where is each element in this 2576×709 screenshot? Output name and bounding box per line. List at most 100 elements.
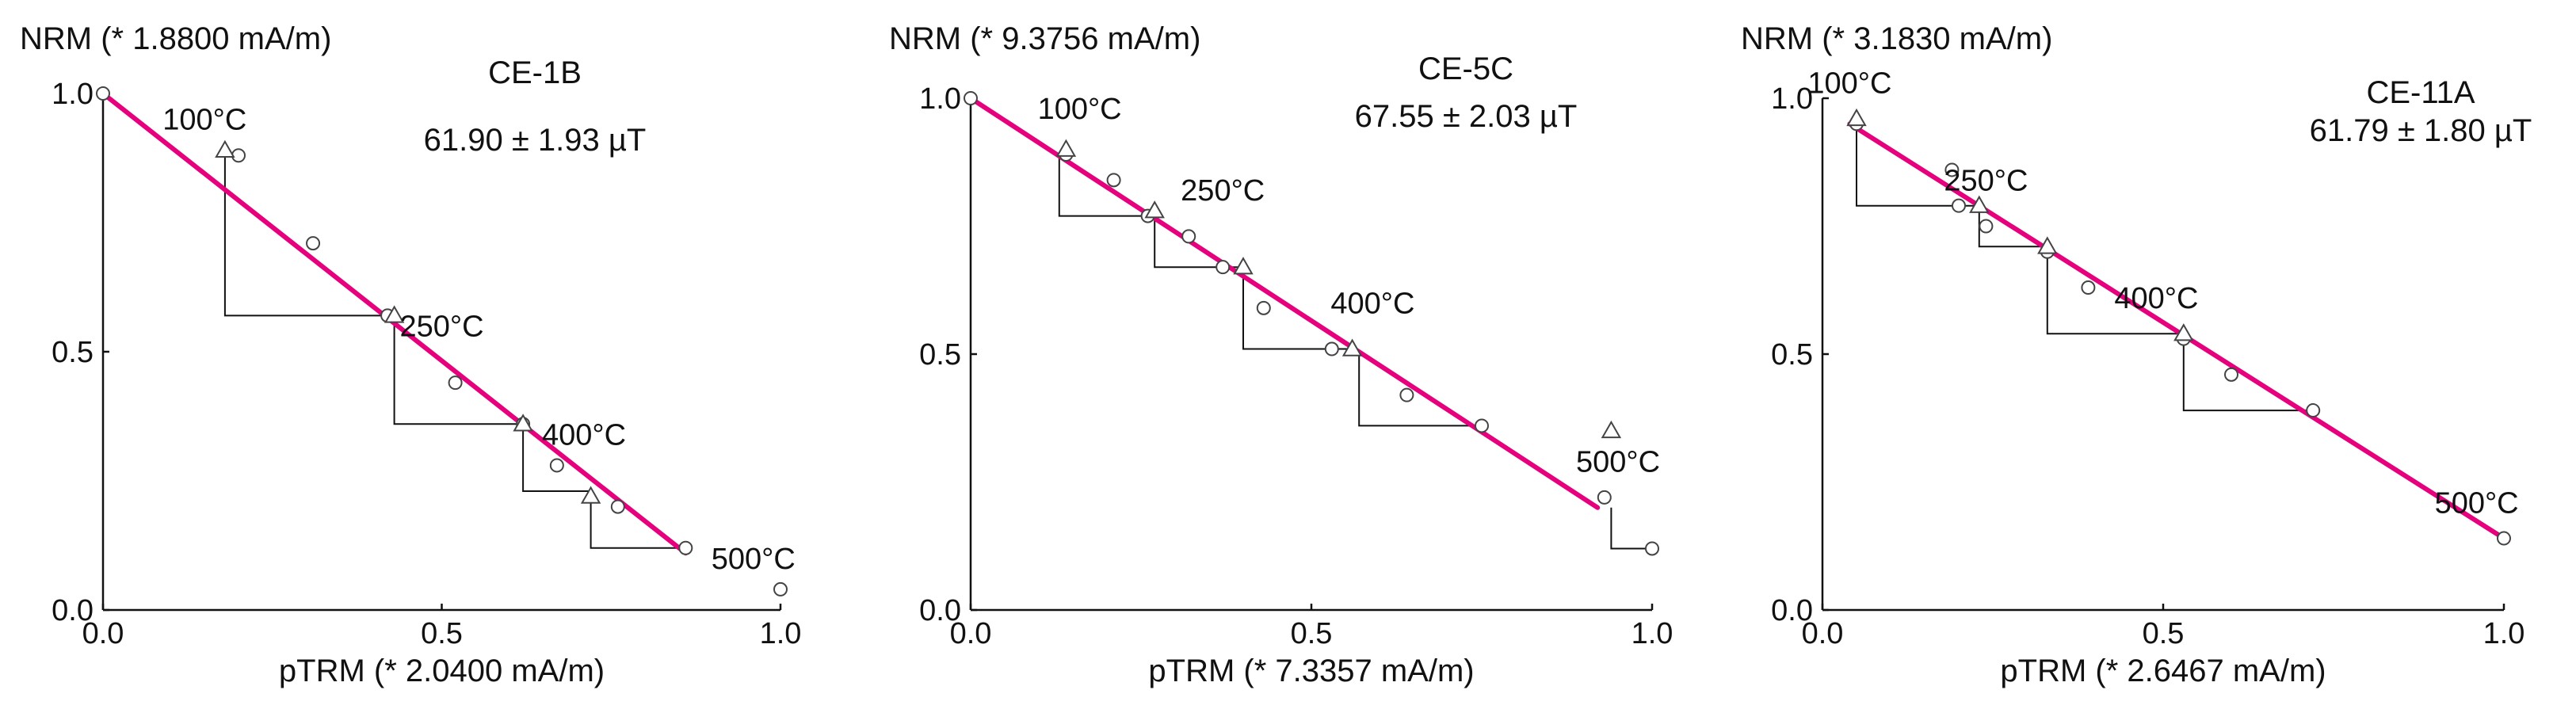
nrm-ptrm-point bbox=[2081, 280, 2096, 295]
temperature-label: 500°C bbox=[1576, 446, 1660, 479]
paleointensity-value: 67.55 ± 2.03 µT bbox=[1355, 99, 1578, 134]
nrm-ptrm-point bbox=[1399, 387, 1414, 402]
nrm-ptrm-point bbox=[1106, 173, 1121, 188]
nrm-ptrm-point bbox=[1181, 229, 1196, 244]
ptrm-check-triangle bbox=[1846, 108, 1867, 127]
x-tick-label: 0.0 bbox=[1802, 617, 1844, 650]
ptrm-check-step bbox=[1978, 211, 2047, 248]
nrm-ptrm-point bbox=[964, 91, 978, 105]
ptrm-check-step bbox=[1610, 507, 1652, 550]
sample-name: CE-5C bbox=[1418, 51, 1513, 86]
nrm-ptrm-point bbox=[1944, 162, 1960, 177]
ptrm-check-triangle bbox=[2037, 236, 2058, 254]
nrm-ptrm-point bbox=[549, 458, 564, 473]
x-axis-label: pTRM (* 2.6467 mA/m) bbox=[2000, 654, 2326, 688]
arai-plot-panel: 0.0 0.5 1.0 0.0 0.5 1.0 NRM (* 9.3756 mA/m) pTR… bbox=[889, 21, 1673, 688]
nrm-ptrm-point bbox=[96, 86, 110, 101]
x-tick-label: 0.0 bbox=[82, 617, 124, 650]
ptrm-check-triangle bbox=[1969, 195, 1990, 213]
x-tick-label: 1.0 bbox=[2483, 617, 2525, 650]
temperature-label: 250°C bbox=[399, 310, 483, 343]
x-tick-label: 0.5 bbox=[421, 617, 463, 650]
y-axis-label: NRM (* 3.1830 mA/m) bbox=[1741, 21, 2052, 56]
nrm-ptrm-point bbox=[2224, 367, 2238, 382]
temperature-label: 400°C bbox=[542, 418, 626, 452]
x-tick-label: 1.0 bbox=[760, 617, 802, 650]
y-tick-label: 1.0 bbox=[1771, 82, 1813, 116]
temperature-label: 100°C bbox=[162, 104, 246, 137]
y-tick-label: 0.0 bbox=[52, 594, 93, 627]
temperature-label: 500°C bbox=[712, 543, 796, 576]
arai-plot-panel: 0.0 0.5 1.0 0.0 0.5 1.0 NRM (* 1.8800 mA/m) pTR… bbox=[20, 21, 801, 688]
ptrm-check-step bbox=[1358, 354, 1482, 427]
nrm-ptrm-point bbox=[1324, 341, 1339, 356]
nrm-ptrm-point bbox=[1597, 490, 1612, 505]
x-tick-label: 0.5 bbox=[1291, 617, 1333, 650]
ptrm-check-triangle bbox=[1233, 257, 1254, 275]
nrm-ptrm-point bbox=[678, 540, 693, 555]
temperature-label: 250°C bbox=[1944, 164, 2028, 197]
ptrm-check-triangle bbox=[1601, 420, 1622, 439]
y-tick-label: 0.0 bbox=[919, 594, 961, 627]
sample-name: CE-1B bbox=[488, 55, 582, 90]
y-tick-label: 0.5 bbox=[52, 336, 93, 369]
paleointensity-value: 61.79 ± 1.80 µT bbox=[2310, 113, 2532, 148]
best-fit-line bbox=[1847, 121, 2506, 541]
best-fit-line bbox=[968, 96, 1601, 510]
x-tick-label: 0.0 bbox=[950, 617, 992, 650]
temperature-label: 100°C bbox=[1807, 67, 1891, 101]
temperature-label: 100°C bbox=[1038, 93, 1122, 126]
y-tick-label: 0.5 bbox=[1771, 338, 1813, 372]
ptrm-check-triangle bbox=[384, 305, 405, 323]
y-axis-label: NRM (* 9.3756 mA/m) bbox=[889, 21, 1200, 56]
ptrm-check-step bbox=[223, 150, 395, 317]
ptrm-check-step bbox=[1242, 272, 1353, 350]
ptrm-check-step bbox=[590, 496, 686, 549]
nrm-ptrm-point bbox=[231, 148, 246, 163]
sample-name: CE-11A bbox=[2366, 75, 2475, 110]
nrm-ptrm-point bbox=[306, 236, 321, 251]
nrm-ptrm-point bbox=[2306, 403, 2321, 418]
y-tick-label: 1.0 bbox=[52, 78, 93, 111]
ptrm-check-triangle bbox=[215, 139, 235, 158]
nrm-ptrm-point bbox=[1645, 541, 1659, 556]
x-tick-label: 1.0 bbox=[1631, 617, 1673, 650]
nrm-ptrm-point bbox=[773, 581, 788, 597]
ptrm-check-triangle bbox=[2173, 323, 2194, 341]
nrm-ptrm-point bbox=[1979, 219, 1994, 234]
ptrm-check-step bbox=[1058, 154, 1148, 217]
paleointensity-value: 61.90 ± 1.93 µT bbox=[424, 123, 647, 158]
ptrm-check-triangle bbox=[513, 414, 533, 432]
x-tick-label: 0.5 bbox=[2143, 617, 2185, 650]
nrm-ptrm-point bbox=[1215, 260, 1231, 275]
ptrm-check-triangle bbox=[1055, 139, 1077, 157]
nrm-ptrm-point bbox=[1475, 418, 1489, 433]
nrm-ptrm-point bbox=[610, 499, 625, 514]
ptrm-check-triangle bbox=[1341, 338, 1363, 356]
best-fit-line bbox=[101, 91, 689, 556]
temperature-label: 500°C bbox=[2435, 486, 2519, 520]
y-tick-label: 0.0 bbox=[1771, 594, 1813, 627]
y-tick-label: 1.0 bbox=[919, 82, 961, 116]
ptrm-check-step bbox=[2046, 251, 2184, 335]
temperature-label: 400°C bbox=[1330, 287, 1414, 320]
nrm-ptrm-point bbox=[1952, 198, 1966, 213]
ptrm-check-step bbox=[2182, 338, 2314, 412]
ptrm-check-step bbox=[393, 315, 524, 425]
nrm-ptrm-point bbox=[1256, 300, 1271, 315]
ptrm-check-triangle bbox=[580, 486, 601, 504]
ptrm-check-step bbox=[1154, 215, 1243, 269]
nrm-ptrm-point bbox=[2497, 531, 2511, 546]
temperature-label: 250°C bbox=[1181, 174, 1265, 208]
x-axis-label: pTRM (* 7.3357 mA/m) bbox=[1148, 654, 1474, 688]
ptrm-check-step bbox=[1856, 124, 1979, 207]
arai-plot-panel: 0.0 0.5 1.0 0.0 0.5 1.0 NRM (* 3.1830 mA/m) pTR… bbox=[1741, 21, 2532, 688]
x-axis-label: pTRM (* 2.0400 mA/m) bbox=[279, 654, 605, 688]
temperature-label: 400°C bbox=[2114, 282, 2198, 315]
ptrm-check-triangle bbox=[1144, 200, 1165, 219]
nrm-ptrm-point bbox=[448, 375, 463, 391]
ptrm-check-step bbox=[522, 424, 591, 492]
y-tick-label: 0.5 bbox=[919, 338, 961, 372]
y-axis-label: NRM (* 1.8800 mA/m) bbox=[20, 21, 331, 56]
